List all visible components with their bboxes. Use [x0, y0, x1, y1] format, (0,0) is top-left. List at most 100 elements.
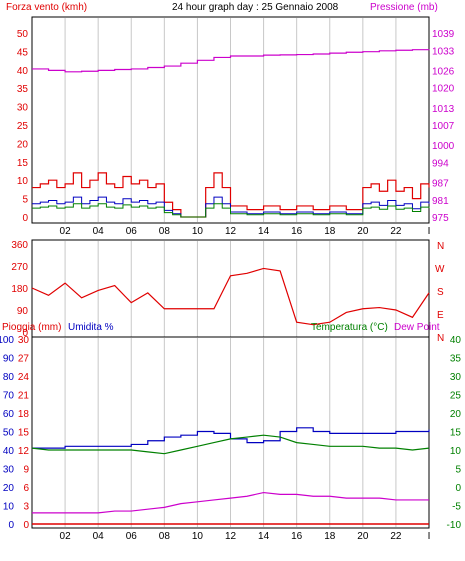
temperature-line	[31, 434, 430, 455]
x-tick-label: 10	[192, 226, 204, 237]
temp-tick-label: 25	[450, 391, 462, 402]
x-tick-label: 02	[60, 226, 72, 237]
x-tick-label: I	[428, 226, 431, 237]
humidity-tick-label: 100	[0, 335, 14, 346]
humidity-tick-label: 70	[3, 391, 15, 402]
y2-tick-label: 987	[432, 179, 449, 190]
temperature-axis-label: Temperatura (°C)	[311, 322, 388, 333]
y2-tick-label: 975	[432, 213, 449, 224]
humidity-tick-label: 40	[3, 446, 15, 457]
x-tick-label: 16	[291, 531, 303, 542]
panel2-ticks: 0 90 180 270 360	[11, 240, 28, 339]
panel1-x-ticks: 02 04 06 08 10 12 14 16 18 20 22 I	[60, 226, 431, 237]
y-tick-label: 20	[17, 139, 29, 150]
x-tick-label: 12	[225, 531, 237, 542]
x-tick-label: 14	[258, 226, 270, 237]
y-tick-label: 0	[22, 328, 28, 339]
x-tick-label: 06	[126, 226, 138, 237]
humidity-tick-label: 90	[3, 354, 15, 365]
rain-axis-label: Pioggia (mm)	[2, 322, 61, 333]
panel3-series	[31, 427, 430, 525]
y2-tick-label: 1033	[432, 46, 455, 57]
y2-tick-label: 1000	[432, 141, 455, 152]
y-tick-label: 35	[17, 84, 29, 95]
dewpoint-line	[32, 491, 429, 514]
wind-direction-line	[31, 267, 430, 326]
compass-letter: S	[437, 287, 444, 298]
y-tick-label: 40	[17, 66, 29, 77]
temp-tick-label: -10	[447, 520, 462, 531]
pressure-axis-label: Pressione (mb)	[370, 2, 438, 13]
x-tick-label: 06	[126, 531, 138, 542]
y2-tick-label: 994	[432, 158, 449, 169]
rain-tick-label: 15	[18, 428, 30, 439]
y2-tick-label: 1013	[432, 104, 455, 115]
humidity-tick-label: 50	[3, 428, 15, 439]
humidity-tick-label: 0	[8, 520, 14, 531]
y2-tick-label: 1039	[432, 29, 455, 40]
x-tick-label: 04	[93, 531, 105, 542]
y-tick-label: 0	[22, 213, 28, 224]
temp-tick-label: 35	[450, 354, 462, 365]
y-tick-label: 360	[11, 240, 28, 251]
wind-axis-label: Forza vento (kmh)	[6, 2, 87, 13]
x-tick-label: 20	[357, 226, 369, 237]
rain-tick-label: 27	[18, 354, 30, 365]
humidity-axis-label: Umidita %	[68, 322, 114, 333]
compass-letter: W	[435, 264, 445, 275]
y-tick-label: 5	[22, 195, 28, 206]
dewpoint-axis-label: Dew Point	[394, 322, 440, 333]
humidity-tick-label: 60	[3, 409, 15, 420]
temp-tick-label: 20	[450, 409, 462, 420]
rain-tick-label: 21	[18, 391, 30, 402]
x-tick-label: 22	[390, 531, 402, 542]
temp-tick-label: 30	[450, 372, 462, 383]
pressure-line	[32, 49, 430, 73]
panel2-series	[31, 267, 430, 326]
y2-tick-label: 1020	[432, 84, 455, 95]
temp-tick-label: -5	[452, 502, 461, 513]
panel3-x-ticks: 02 04 06 08 10 12 14 16 18 20 22 I	[60, 531, 431, 542]
rain-tick-label: 30	[18, 335, 30, 346]
y-tick-label: 270	[11, 262, 28, 273]
rain-tick-label: 6	[23, 483, 29, 494]
humidity-tick-label: 80	[3, 372, 15, 383]
y-tick-label: 15	[17, 158, 29, 169]
panel2-compass-letters: N W S E N	[435, 241, 445, 344]
x-tick-label: 08	[159, 531, 171, 542]
compass-letter: N	[437, 333, 444, 344]
panel3-ticks: 0102030405060708090100036912151821242730…	[0, 335, 461, 531]
wind-low-line	[32, 203, 430, 218]
temp-tick-label: 40	[450, 335, 462, 346]
y2-tick-label: 981	[432, 196, 449, 207]
x-tick-label: 04	[93, 226, 105, 237]
x-tick-label: 20	[357, 531, 369, 542]
y-tick-label: 10	[17, 176, 29, 187]
x-tick-label: 18	[324, 226, 336, 237]
x-tick-label: 10	[192, 531, 204, 542]
rain-tick-label: 24	[18, 372, 30, 383]
y-tick-label: 180	[11, 284, 28, 295]
chart-title: 24 hour graph day : 25 Gennaio 2008	[172, 2, 339, 13]
y2-tick-label: 1007	[432, 121, 455, 132]
temp-tick-label: 5	[455, 465, 461, 476]
rain-tick-label: 0	[23, 520, 29, 531]
x-tick-label: 18	[324, 531, 336, 542]
rain-tick-label: 12	[18, 446, 30, 457]
x-tick-label: 08	[159, 226, 171, 237]
y-tick-label: 45	[17, 47, 29, 58]
rain-tick-label: 3	[23, 502, 29, 513]
humidity-tick-label: 10	[3, 502, 15, 513]
rain-tick-label: 9	[23, 465, 29, 476]
panel1-series	[32, 49, 430, 218]
compass-letter: E	[437, 310, 444, 321]
x-tick-label: 12	[225, 226, 237, 237]
y-tick-label: 30	[17, 103, 29, 114]
y-tick-label: 25	[17, 121, 29, 132]
temp-tick-label: 15	[450, 428, 462, 439]
rain-tick-label: 18	[18, 409, 30, 420]
x-tick-label: 16	[291, 226, 303, 237]
humidity-tick-label: 20	[3, 483, 15, 494]
y-tick-label: 90	[17, 306, 29, 317]
